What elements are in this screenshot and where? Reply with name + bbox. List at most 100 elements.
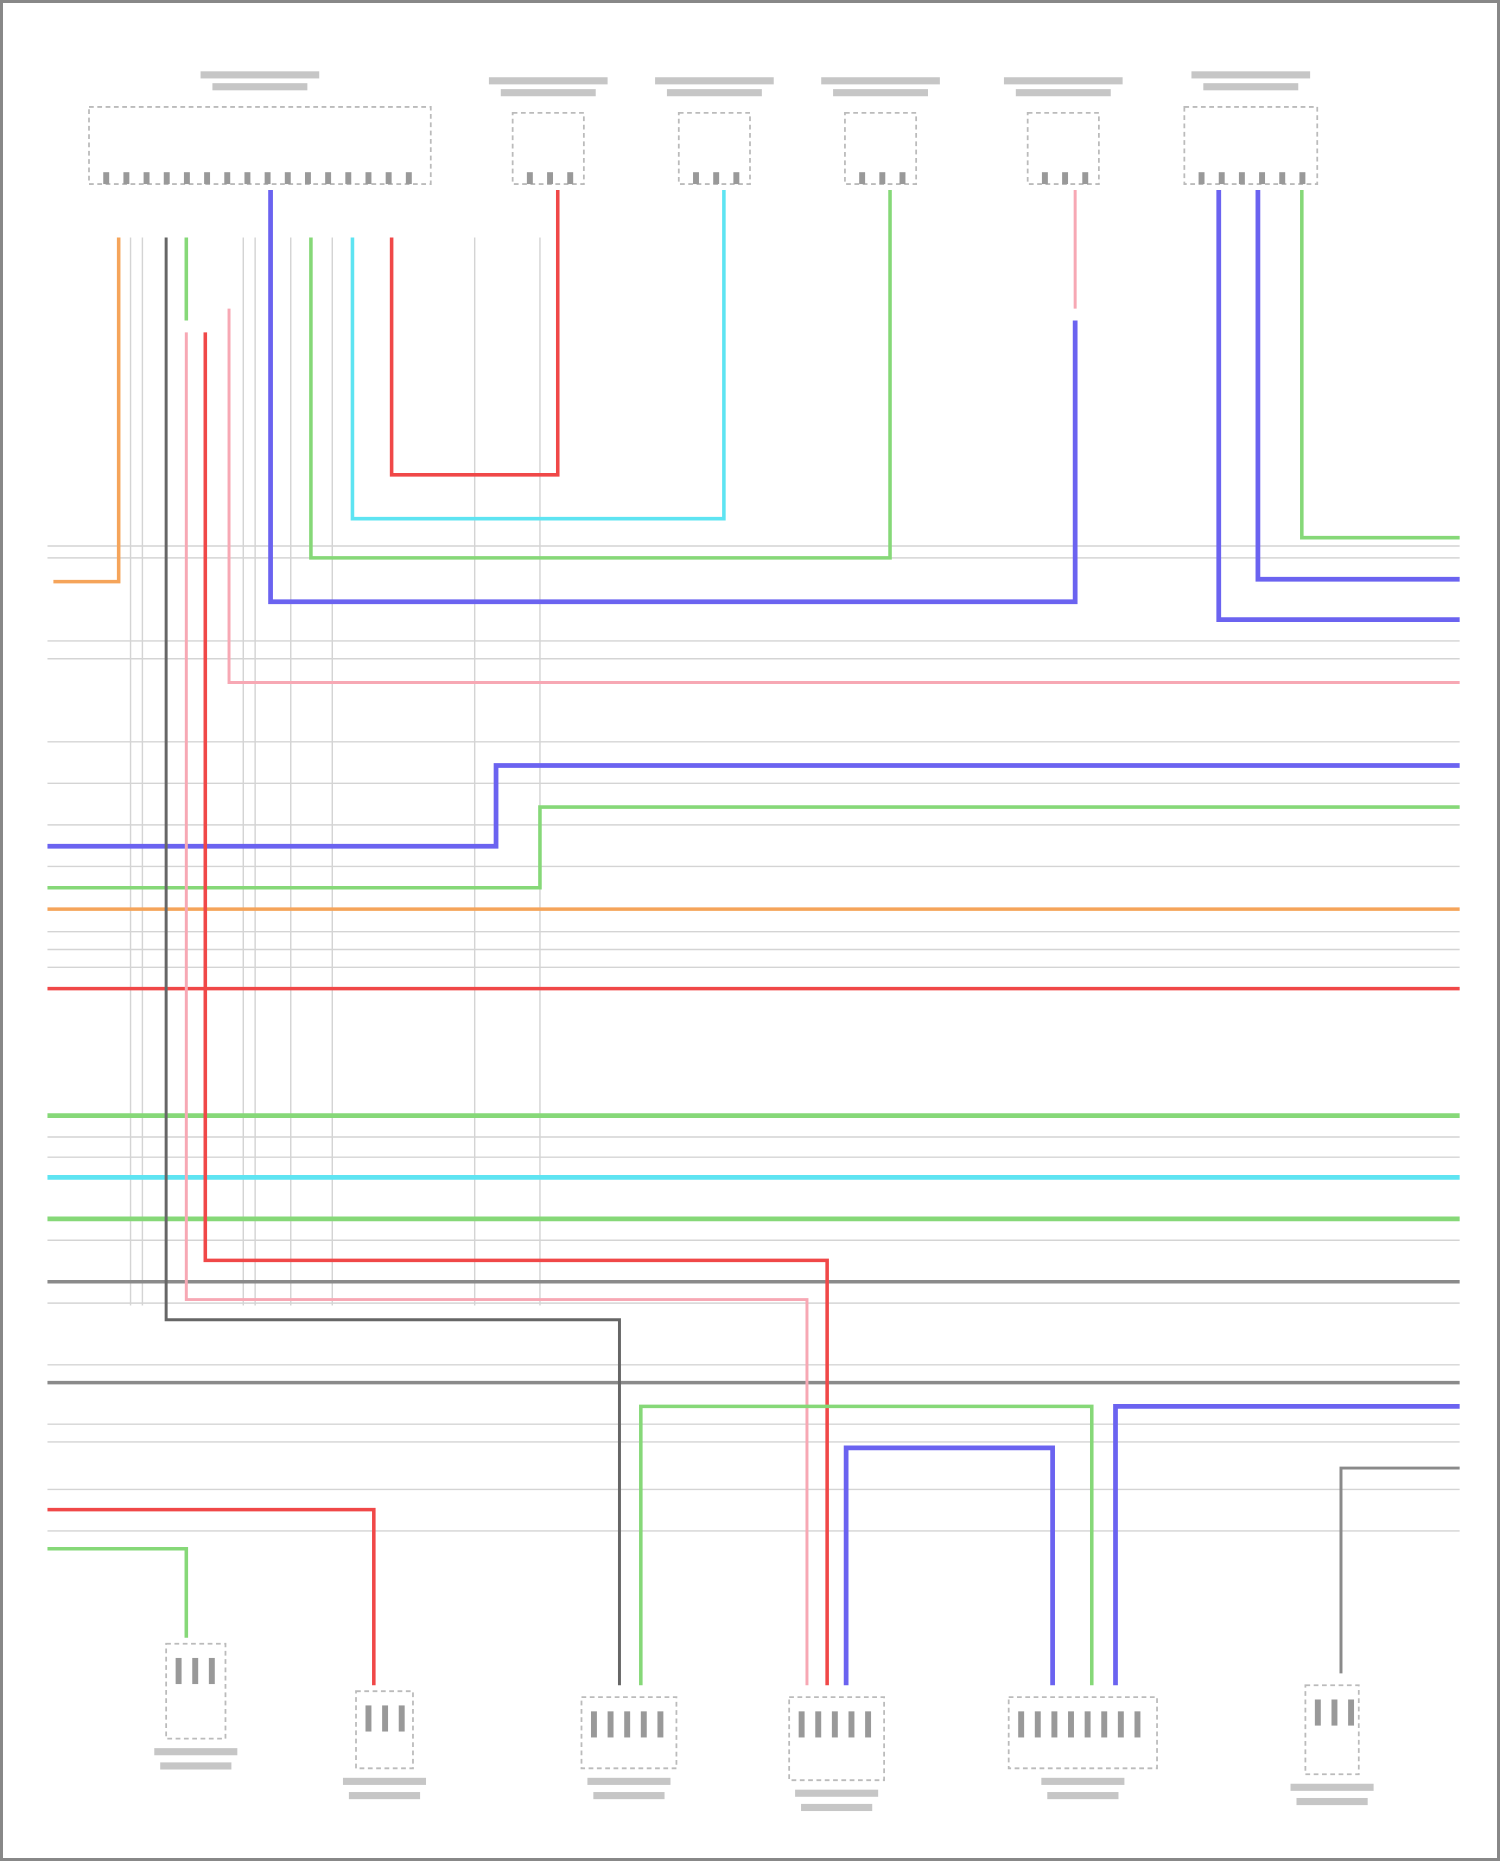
connector-pin [1084,1711,1091,1738]
connector-pin [640,1711,647,1738]
connector-pin [244,172,251,185]
red-wire [389,189,560,477]
connector-pin [831,1711,838,1738]
connector-pin [733,172,740,185]
component-label [1290,1783,1374,1791]
connector-pin [345,172,352,185]
connector-pin [143,172,150,185]
red-wire [47,1507,376,1686]
connector-pin [1134,1711,1141,1738]
connector-pin [1018,1711,1025,1738]
connector-pin [798,1711,805,1738]
connector-pin [1331,1699,1338,1726]
connector-pin [208,1657,215,1685]
thin-wires [47,237,1460,1532]
connector-pin [224,172,231,185]
connector-pin [1051,1711,1058,1738]
component-label [212,83,308,91]
connector-pin [382,1705,389,1732]
component-label [593,1792,665,1800]
connector-pin [590,1711,597,1738]
connector-pin [163,172,170,185]
connector-pin [693,172,699,185]
green-wire [309,189,892,560]
connector-pin [1314,1699,1321,1726]
connector-pin [713,172,720,185]
connector-pin [1238,172,1245,185]
blue-wire [47,763,1460,849]
component-label [666,89,762,97]
component-label [1296,1797,1368,1806]
component-label [587,1777,671,1785]
connector-pin [607,1711,614,1738]
blue-wire [1255,189,1460,582]
connector-pin [192,1657,199,1685]
pink-wire [227,308,1460,684]
gray-wire [1339,1466,1460,1674]
component-label [655,77,774,85]
connector [1007,1696,1158,1770]
blue-wire [268,189,1078,605]
component-label [160,1762,232,1770]
connector-pin [859,172,866,185]
red-wire [203,332,829,1686]
connector-pin [1299,172,1306,185]
component-label [1003,77,1123,85]
connector-pin [657,1711,664,1738]
connector-pin [1062,172,1069,185]
connector-pin [365,172,372,185]
pink-wire [184,332,809,1686]
connector-pin [899,172,906,185]
connector-pin [567,172,574,185]
connector-pin [183,172,190,185]
connector-pin [175,1657,182,1685]
connector [1304,1684,1360,1776]
connector-pin [547,172,554,185]
cyan-wire [350,189,726,521]
connector-pin [284,172,291,185]
connector-pin [1041,172,1048,185]
blue-wire [843,1445,1055,1686]
connector [88,106,432,185]
connector-pin [204,172,211,185]
connector-pin [526,172,533,185]
connector [1183,106,1319,185]
components [88,71,1374,1812]
connector-pin [1082,172,1089,185]
green-wire [47,805,1460,890]
connector-pin [325,172,332,185]
connector-pin [1068,1711,1074,1738]
component-label [348,1792,421,1800]
green-wire [639,1404,1094,1686]
component-label [1041,1777,1125,1785]
connector-pin [264,172,271,185]
connector-pin [304,172,311,185]
connector-pin [398,1705,405,1732]
orange-wire [53,237,121,584]
connector-pin [123,172,130,185]
component-label [1191,71,1311,79]
component-label [500,89,596,97]
component-label [154,1748,238,1756]
component-label [342,1777,427,1785]
green-wire [47,1546,189,1638]
connector-pin [1218,172,1225,185]
connector-pin [1259,172,1266,185]
component-label [1203,83,1299,91]
connector-pin [1279,172,1286,185]
component-label [795,1789,879,1797]
component-label [821,77,940,85]
connector-pin [1034,1711,1041,1738]
connector-pin [405,172,412,185]
connector-pin [848,1711,855,1738]
component-label [1015,89,1111,97]
connector-pin [865,1711,872,1738]
connector-pin [1348,1699,1355,1726]
connector-pin [1101,1711,1108,1738]
colored-wires [47,189,1460,1686]
component-label [200,71,320,79]
connector [788,1696,885,1782]
connector-pin [624,1711,631,1738]
